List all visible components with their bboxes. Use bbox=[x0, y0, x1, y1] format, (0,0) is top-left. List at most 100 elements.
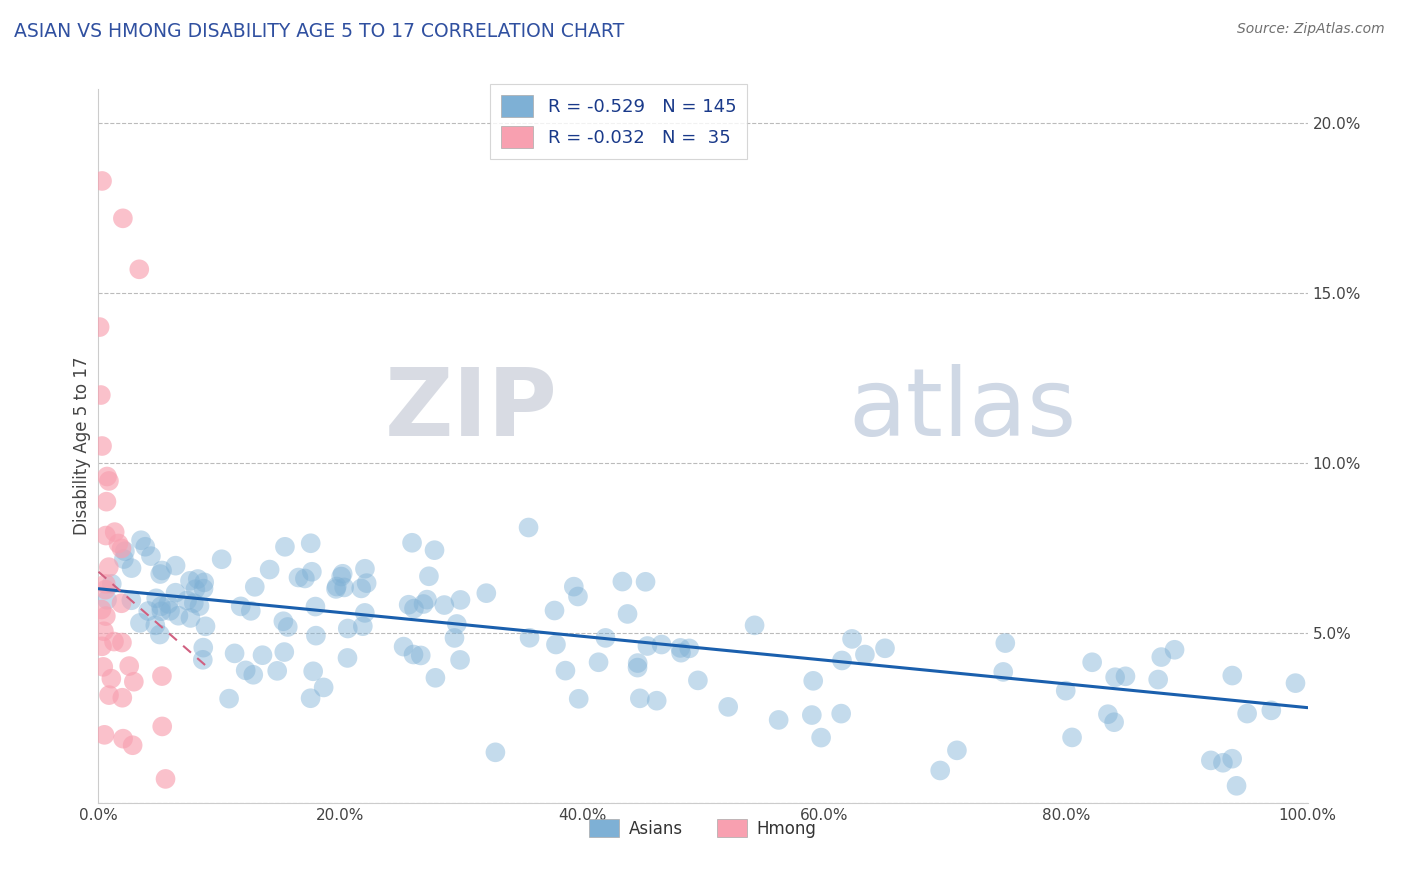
Point bbox=[183, 596, 205, 610]
Point bbox=[252, 648, 274, 663]
Point bbox=[1102, 715, 1125, 730]
Point bbox=[149, 627, 172, 641]
Point bbox=[628, 691, 651, 706]
Point bbox=[301, 565, 323, 579]
Point bbox=[517, 520, 540, 534]
Point bbox=[193, 575, 215, 590]
Point bbox=[616, 607, 638, 621]
Point bbox=[412, 597, 434, 611]
Point bbox=[853, 648, 876, 662]
Point bbox=[191, 653, 214, 667]
Point bbox=[595, 631, 617, 645]
Point bbox=[91, 660, 114, 674]
Point bbox=[544, 638, 567, 652]
Legend: Asians, Hmong: Asians, Hmong bbox=[582, 813, 824, 845]
Point bbox=[287, 570, 309, 584]
Point bbox=[194, 619, 217, 633]
Point bbox=[392, 640, 415, 654]
Point bbox=[159, 604, 181, 618]
Point bbox=[398, 598, 420, 612]
Point bbox=[1225, 779, 1247, 793]
Point bbox=[326, 580, 349, 594]
Point bbox=[1150, 650, 1173, 665]
Point bbox=[150, 604, 173, 618]
Point bbox=[416, 592, 439, 607]
Point bbox=[243, 580, 266, 594]
Point bbox=[111, 690, 134, 705]
Point bbox=[830, 706, 852, 721]
Point bbox=[612, 574, 634, 589]
Point bbox=[1163, 642, 1185, 657]
Point bbox=[929, 764, 952, 778]
Point bbox=[669, 640, 692, 655]
Point bbox=[636, 639, 658, 653]
Point bbox=[1199, 753, 1222, 767]
Point bbox=[96, 469, 118, 483]
Point bbox=[409, 648, 432, 663]
Point bbox=[669, 646, 692, 660]
Point bbox=[1212, 756, 1234, 770]
Point bbox=[122, 674, 145, 689]
Point bbox=[330, 569, 353, 583]
Point bbox=[149, 599, 172, 614]
Point bbox=[1220, 668, 1243, 682]
Point bbox=[449, 653, 471, 667]
Point bbox=[97, 474, 120, 488]
Point bbox=[651, 638, 673, 652]
Point bbox=[325, 582, 347, 596]
Point bbox=[104, 525, 127, 540]
Point bbox=[112, 552, 135, 566]
Point bbox=[418, 569, 440, 583]
Point bbox=[111, 211, 134, 226]
Point bbox=[312, 681, 335, 695]
Point bbox=[645, 694, 668, 708]
Point bbox=[484, 745, 506, 759]
Point bbox=[112, 731, 135, 746]
Point bbox=[187, 572, 209, 586]
Point bbox=[218, 691, 240, 706]
Point bbox=[101, 577, 124, 591]
Point bbox=[402, 601, 425, 615]
Point bbox=[450, 593, 472, 607]
Y-axis label: Disability Age 5 to 17: Disability Age 5 to 17 bbox=[73, 357, 91, 535]
Point bbox=[299, 691, 322, 706]
Point bbox=[193, 582, 215, 596]
Point bbox=[165, 585, 187, 599]
Point bbox=[744, 618, 766, 632]
Point bbox=[242, 667, 264, 681]
Point bbox=[1097, 707, 1119, 722]
Point bbox=[93, 624, 115, 639]
Point bbox=[1060, 731, 1083, 745]
Point bbox=[305, 629, 328, 643]
Point bbox=[176, 593, 198, 607]
Point bbox=[149, 567, 172, 582]
Point bbox=[425, 671, 447, 685]
Point bbox=[157, 597, 180, 611]
Point bbox=[118, 659, 141, 673]
Point bbox=[145, 591, 167, 606]
Point bbox=[121, 561, 143, 575]
Point bbox=[167, 608, 190, 623]
Point bbox=[96, 494, 118, 508]
Point bbox=[1284, 676, 1306, 690]
Point bbox=[1260, 703, 1282, 717]
Point bbox=[717, 699, 740, 714]
Point bbox=[332, 566, 354, 581]
Point bbox=[274, 540, 297, 554]
Point bbox=[150, 669, 173, 683]
Point bbox=[143, 618, 166, 632]
Point bbox=[136, 604, 159, 618]
Point bbox=[93, 728, 115, 742]
Point bbox=[946, 743, 969, 757]
Text: ZIP: ZIP bbox=[385, 364, 558, 457]
Point bbox=[94, 582, 117, 597]
Point bbox=[179, 611, 201, 625]
Point bbox=[94, 577, 117, 591]
Point bbox=[800, 708, 823, 723]
Point bbox=[519, 631, 541, 645]
Point bbox=[91, 174, 114, 188]
Point bbox=[120, 593, 142, 607]
Point bbox=[554, 664, 576, 678]
Point bbox=[627, 656, 650, 670]
Point bbox=[110, 541, 132, 556]
